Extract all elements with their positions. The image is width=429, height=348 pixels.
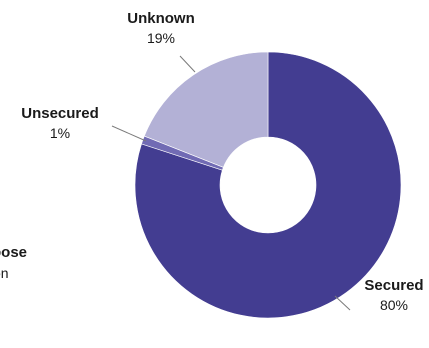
slice-secured: [134, 51, 402, 319]
label-name-secured: Secured: [364, 277, 423, 294]
label-value-secured: 80%: [380, 297, 408, 313]
label-value-unsecured: 1%: [50, 125, 70, 141]
leader-line-unknown: [179, 55, 196, 73]
cut-off-label-name: pose: [0, 244, 27, 261]
cut-off-label-value: on: [0, 265, 9, 281]
donut-slices: [134, 51, 402, 319]
leader-line-secured: [334, 295, 351, 311]
label-name-unsecured: Unsecured: [21, 105, 99, 122]
slice-labels: Secured 80% Unsecured 1% Unknown 19%: [21, 10, 423, 313]
leader-lines: [111, 55, 351, 311]
leader-line-unsecured: [111, 125, 147, 142]
label-name-unknown: Unknown: [127, 10, 195, 27]
slice-unknown: [143, 51, 269, 168]
label-value-unknown: 19%: [147, 30, 175, 46]
